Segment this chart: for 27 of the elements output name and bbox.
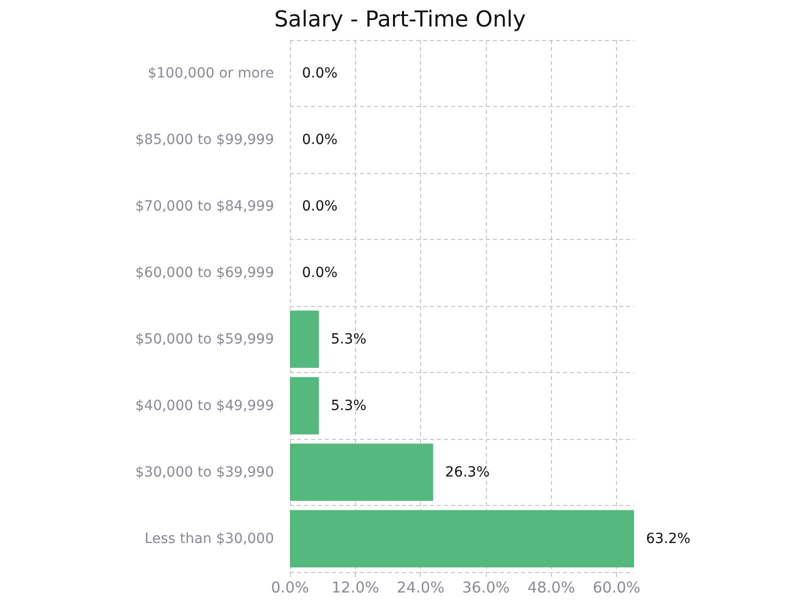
x-tick-label: 36.0% (462, 578, 510, 596)
data-label: 5.3% (330, 331, 366, 348)
x-tick-label: 12.0% (331, 578, 380, 596)
data-label: 0.0% (302, 65, 338, 82)
data-label: 5.3% (330, 398, 366, 414)
y-tick-label: $40,000 to $49,999 (135, 398, 274, 414)
data-label: 26.3% (445, 464, 490, 480)
y-tick-label: $70,000 to $84,999 (135, 198, 274, 214)
bar (290, 444, 434, 501)
bar (290, 377, 319, 434)
bar (290, 310, 319, 368)
data-label: 0.0% (302, 264, 338, 281)
y-tick-label: Less than $30,000 (144, 530, 274, 547)
bar (290, 510, 634, 568)
data-label: 0.0% (302, 132, 338, 148)
y-tick-label: $60,000 to $69,999 (135, 264, 274, 281)
data-label: 0.0% (302, 198, 338, 214)
data-label: 63.2% (646, 530, 690, 547)
x-tick-label: 48.0% (527, 578, 576, 596)
chart-title: Salary - Part-Time Only (274, 8, 526, 32)
y-tick-label: $85,000 to $99,999 (135, 132, 274, 148)
y-tick-label: $100,000 or more (148, 65, 274, 82)
y-tick-label: $30,000 to $39,990 (135, 464, 274, 480)
x-tick-label: 60.0% (592, 578, 640, 596)
x-tick-label: 0.0% (270, 578, 310, 596)
y-tick-label: $50,000 to $59,999 (135, 331, 274, 348)
x-tick-label: 24.0% (396, 578, 444, 596)
